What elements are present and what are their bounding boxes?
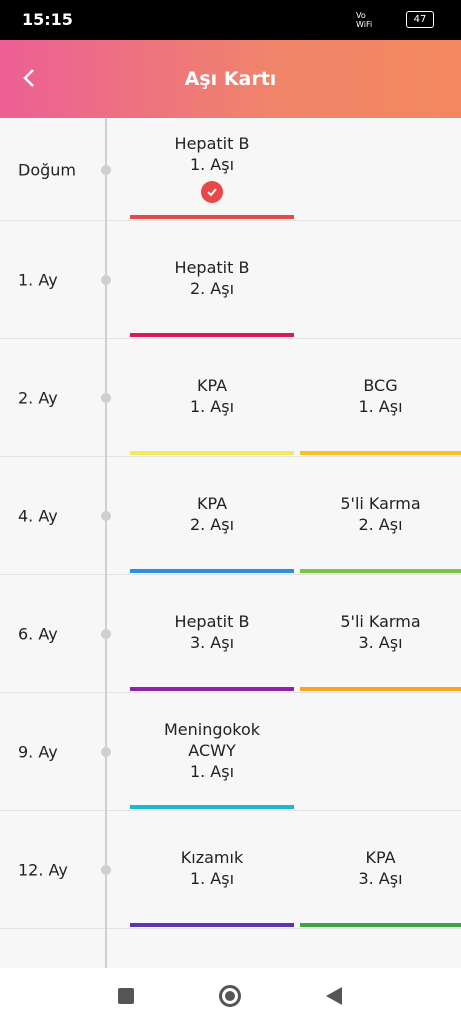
- vaccine-dose: 1. Aşı: [189, 397, 235, 416]
- vaccine-card: KPA 2. Aşı: [130, 457, 294, 571]
- vaccine-bar: [300, 923, 461, 927]
- age-label: 1. Ay: [18, 270, 58, 290]
- vaccine-name: KPA: [365, 848, 396, 867]
- vaccine-name: Hepatit B: [174, 133, 250, 153]
- status-bar: 15:15 Vo WiFi 47: [0, 0, 461, 40]
- vaccine-dose: 2. Aşı: [189, 279, 235, 298]
- vaccine-bar: [130, 569, 294, 573]
- row: Doğum Hepatit B 1. Aşı: [0, 118, 461, 221]
- timeline: [105, 118, 107, 968]
- title: Aşı Kartı: [184, 68, 277, 90]
- vaccine-card: Hepatit B 1. Aşı: [130, 118, 294, 217]
- back-button[interactable]: [18, 66, 42, 90]
- row: 1. Ay Hepatit B 2. Aşı: [0, 221, 461, 339]
- age-label: 9. Ay: [18, 742, 58, 762]
- vaccine-card: Meningokok: [130, 929, 294, 968]
- age-label: 2. Ay: [18, 388, 58, 408]
- vaccine-bar: [130, 451, 294, 455]
- vaccine-dose: 3. Aşı: [358, 869, 403, 888]
- vaccine-dose: 1. Aşı: [189, 154, 235, 174]
- vaccine-card: Hepatit B 2. Aşı: [130, 221, 294, 335]
- vaccine-card: 5'li Karma 2. Aşı: [300, 457, 461, 571]
- done-check: [201, 180, 223, 203]
- header: Aşı Kartı: [0, 40, 461, 118]
- row: 12. Ay Kızamık 1. Aşı KPA 3. Aşı: [0, 811, 461, 929]
- vaccine-dose: 1. Aşı: [189, 761, 235, 781]
- vaccine-name: 5'li Karma: [340, 612, 421, 631]
- vaccine-dose: 1. Aşı: [189, 869, 235, 888]
- vaccine-name: Hepatit B: [174, 612, 250, 631]
- vaccine-name: KPA: [196, 376, 228, 395]
- time: 15:15: [22, 10, 73, 29]
- network: Vo WiFi: [356, 11, 373, 29]
- vaccine-bar: [300, 687, 461, 691]
- vaccine-list: Meningokok 12. Ay Kızamık 1. Aşı KPA 3. Aşı 9.…: [0, 118, 461, 968]
- vaccine-card: KPA 3. Aşı: [300, 811, 461, 925]
- vaccine-name: BCG: [363, 376, 398, 395]
- vaccine-card: Meningokok ACWY 1. Aşı: [130, 693, 294, 807]
- age-label: 6. Ay: [18, 624, 58, 644]
- age-label: Doğum: [18, 160, 76, 179]
- age-label: 4. Ay: [18, 506, 58, 526]
- nav-bar: [0, 968, 461, 1024]
- row: 6. Ay Hepatit B 3. Aşı 5'li Karma 3. Aşı: [0, 575, 461, 693]
- vaccine-card: Kızamık 1. Aşı: [130, 811, 294, 925]
- row: 9. Ay Meningokok ACWY 1. Aşı: [0, 693, 461, 811]
- vaccine-bar: [130, 687, 294, 691]
- vaccine-name: ACWY: [188, 740, 236, 760]
- vaccine-dose: 1. Aşı: [358, 397, 403, 416]
- vaccine-name: KPA: [196, 494, 228, 513]
- row: 2. Ay KPA 1. Aşı BCG 1. Aşı: [0, 339, 461, 457]
- vaccine-bar: [300, 569, 461, 573]
- vaccine-name: 5'li Karma: [340, 494, 421, 513]
- vaccine-dose: 3. Aşı: [358, 633, 403, 652]
- row: 4. Ay KPA 2. Aşı 5'li Karma 2. Aşı: [0, 457, 461, 575]
- vaccine-bar: [130, 805, 294, 809]
- vaccine-card: 5'li Karma 3. Aşı: [300, 575, 461, 689]
- home-button[interactable]: [219, 985, 241, 1007]
- vaccine-bar: [130, 923, 294, 927]
- vaccine-bar: [130, 215, 294, 219]
- vaccine-bar: [300, 451, 461, 455]
- battery: 47: [406, 11, 434, 28]
- vaccine-dose: 2. Aşı: [189, 515, 235, 534]
- vaccine-card: BCG 1. Aşı: [300, 339, 461, 453]
- vaccine-name: Kızamık: [180, 848, 244, 867]
- vaccine-card: KPA 1. Aşı: [130, 339, 294, 453]
- vaccine-name: Meningokok: [163, 719, 261, 739]
- age-label: 12. Ay: [18, 860, 68, 880]
- vaccine-name: Hepatit B: [174, 258, 250, 277]
- vaccine-dose: 3. Aşı: [189, 633, 235, 652]
- back-nav-button[interactable]: [324, 986, 344, 1006]
- vaccine-dose: 2. Aşı: [358, 515, 403, 534]
- recents-button[interactable]: [118, 988, 134, 1004]
- vaccine-bar: [130, 333, 294, 337]
- row: Meningokok: [0, 929, 461, 968]
- vaccine-card: Hepatit B 3. Aşı: [130, 575, 294, 689]
